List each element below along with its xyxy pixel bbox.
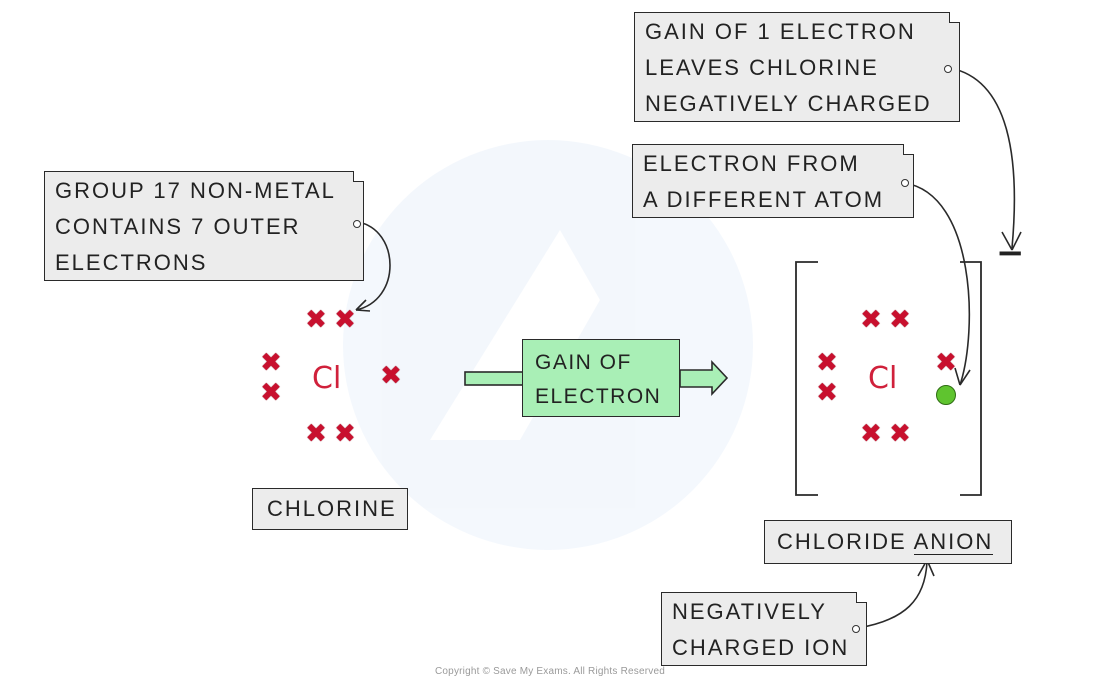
note-pin <box>901 179 909 187</box>
note-gain-one-line-1: GAIN OF 1 ELECTRON <box>645 19 916 44</box>
connector-group17-arrowhead <box>355 299 371 312</box>
element-symbol-chloride: Cl <box>868 361 898 396</box>
reaction-arrow-label: GAIN OF ELECTRON <box>522 339 680 417</box>
connector-gain-one-arrowhead <box>1001 231 1022 251</box>
element-symbol-chlorine: Cl <box>312 361 342 396</box>
copyright-notice: Copyright © Save My Exams. All Rights Re… <box>435 666 665 677</box>
electron-cross: ✖ <box>935 348 957 378</box>
note-negative-ion-line-2: CHARGED ION <box>672 635 850 660</box>
note-different-atom: ELECTRON FROM A DIFFERENT ATOM <box>632 144 914 218</box>
note-fold-corner <box>856 592 867 603</box>
reaction-arrow-tail <box>464 371 526 386</box>
electron-cross: ✖ <box>334 419 356 449</box>
connector-different-atom <box>904 182 971 386</box>
note-different-atom-line-2: A DIFFERENT ATOM <box>643 187 885 212</box>
electron-cross: ✖ <box>889 305 911 335</box>
connector-group17 <box>355 221 391 311</box>
note-gain-one: GAIN OF 1 ELECTRON LEAVES CHLORINE NEGAT… <box>634 12 960 122</box>
electron-cross: ✖ <box>816 378 838 408</box>
electron-cross: ✖ <box>380 361 402 391</box>
note-group17-line-1: GROUP 17 NON-METAL <box>55 178 336 203</box>
note-fold-corner <box>353 171 364 182</box>
reaction-arrow-label-line-1: GAIN OF <box>535 351 632 374</box>
bracket-left <box>795 261 818 496</box>
electron-cross: ✖ <box>305 419 327 449</box>
electron-cross: ✖ <box>860 305 882 335</box>
connector-gain-one <box>949 67 1016 249</box>
electron-cross: ✖ <box>334 305 356 335</box>
note-group17-line-3: ELECTRONS <box>55 250 208 275</box>
note-group17: GROUP 17 NON-METAL CONTAINS 7 OUTER ELEC… <box>44 171 364 281</box>
note-pin <box>852 625 860 633</box>
note-fold-corner <box>949 12 960 23</box>
note-pin <box>944 65 952 73</box>
note-gain-one-line-2: LEAVES CHLORINE <box>645 55 879 80</box>
note-different-atom-line-1: ELECTRON FROM <box>643 151 860 176</box>
electron-cross: ✖ <box>889 419 911 449</box>
label-chlorine-text: CHLORINE <box>267 496 397 521</box>
reaction-arrow-head <box>679 359 729 397</box>
label-anion-word: ANION <box>913 529 994 555</box>
note-negative-ion-line-1: NEGATIVELY <box>672 599 827 624</box>
note-fold-corner <box>903 144 914 155</box>
connector-negative-ion <box>857 561 928 629</box>
label-chloride-prefix: CHLORIDE <box>777 529 914 554</box>
electron-cross: ✖ <box>260 348 282 378</box>
label-chlorine: CHLORINE <box>252 488 408 530</box>
note-pin <box>353 220 361 228</box>
note-negative-ion: NEGATIVELY CHARGED ION <box>661 592 867 666</box>
connector-different-atom-arrowhead <box>954 367 971 386</box>
label-chloride-anion: CHLORIDE ANION <box>764 520 1012 564</box>
electron-cross: ✖ <box>305 305 327 335</box>
added-electron-dot <box>936 385 956 405</box>
reaction-arrow-label-line-2: ELECTRON <box>535 385 662 408</box>
electron-cross: ✖ <box>860 419 882 449</box>
note-gain-one-line-3: NEGATIVELY CHARGED <box>645 91 932 116</box>
note-group17-line-2: CONTAINS 7 OUTER <box>55 214 301 239</box>
charge-sign: − <box>996 233 1025 273</box>
electron-cross: ✖ <box>260 378 282 408</box>
bracket-right <box>960 261 982 496</box>
electron-cross: ✖ <box>816 348 838 378</box>
